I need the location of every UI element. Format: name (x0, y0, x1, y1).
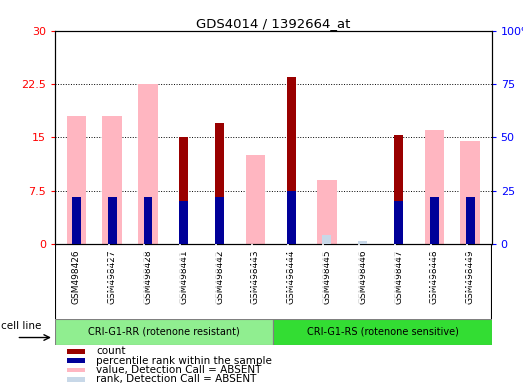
Bar (215, 197, 224, 244)
Bar (465, 197, 474, 244)
Text: GSM498447: GSM498447 (394, 250, 403, 305)
Text: GSM498449: GSM498449 (465, 250, 475, 305)
Bar (215, 123, 224, 244)
Text: GSM498446: GSM498446 (358, 250, 367, 305)
Bar (67, 359, 85, 363)
Bar (179, 201, 188, 244)
Text: GSM498448: GSM498448 (430, 250, 439, 305)
Text: GSM498427: GSM498427 (108, 250, 117, 305)
Bar (287, 190, 295, 244)
Bar (273, 319, 492, 345)
Text: GSM498428: GSM498428 (143, 250, 153, 305)
Bar (143, 197, 153, 244)
Bar (103, 116, 122, 244)
Bar (323, 235, 332, 244)
Bar (67, 349, 85, 354)
Text: GSM498426: GSM498426 (72, 250, 81, 305)
Bar (317, 180, 337, 244)
Text: GSM498442: GSM498442 (215, 250, 224, 305)
Bar (215, 229, 224, 244)
Text: CRI-G1-RS (rotenone sensitive): CRI-G1-RS (rotenone sensitive) (306, 327, 458, 337)
Bar (245, 155, 265, 244)
Bar (67, 377, 85, 382)
Text: GSM498443: GSM498443 (251, 250, 260, 305)
Bar (460, 141, 480, 244)
Title: GDS4014 / 1392664_at: GDS4014 / 1392664_at (196, 17, 350, 30)
Text: cell line: cell line (1, 321, 41, 331)
Bar (425, 130, 444, 244)
Bar (179, 137, 188, 244)
Text: GSM498445: GSM498445 (323, 250, 332, 305)
Text: CRI-G1-RR (rotenone resistant): CRI-G1-RR (rotenone resistant) (88, 327, 240, 337)
Text: count: count (96, 346, 126, 356)
Bar (67, 368, 85, 372)
Bar (287, 77, 295, 244)
Bar (358, 241, 367, 244)
Bar (138, 84, 158, 244)
Bar (394, 135, 403, 244)
Bar (72, 197, 81, 244)
Text: GSM498444: GSM498444 (287, 250, 295, 305)
Text: GSM498441: GSM498441 (179, 250, 188, 305)
Bar (55, 319, 273, 345)
Bar (66, 116, 86, 244)
Text: percentile rank within the sample: percentile rank within the sample (96, 356, 272, 366)
Bar (108, 197, 117, 244)
Text: value, Detection Call = ABSENT: value, Detection Call = ABSENT (96, 365, 262, 375)
Text: rank, Detection Call = ABSENT: rank, Detection Call = ABSENT (96, 374, 256, 384)
Bar (430, 197, 439, 244)
Bar (394, 201, 403, 244)
